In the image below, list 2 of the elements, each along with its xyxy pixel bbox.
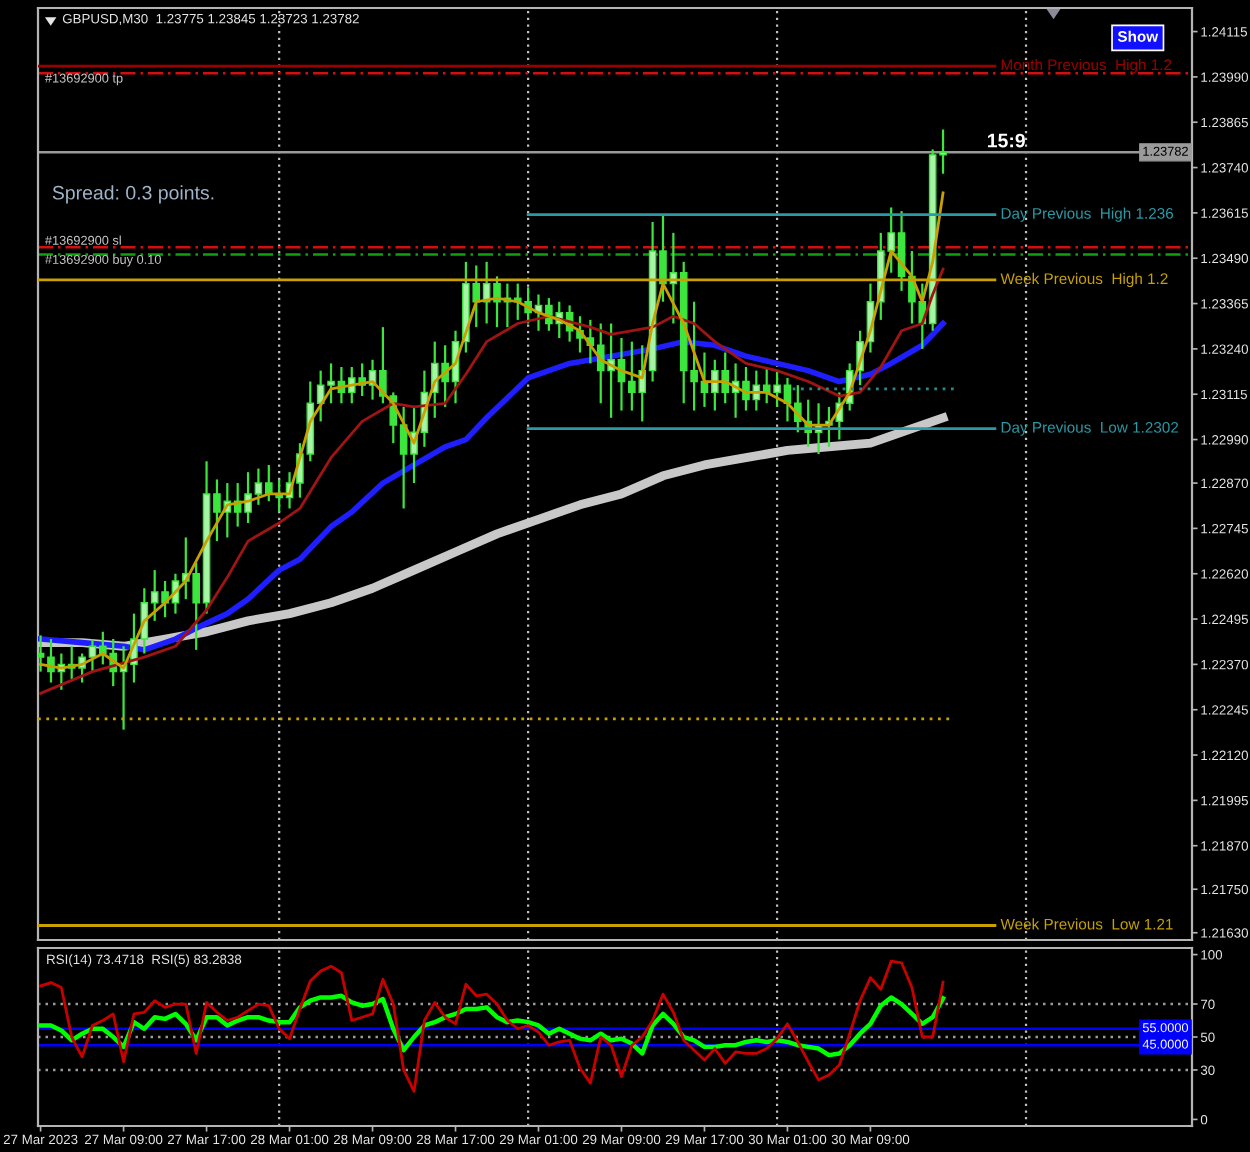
annotation: 15:9 <box>987 133 1025 148</box>
annotation: Spread: 0.3 points. <box>52 185 214 204</box>
